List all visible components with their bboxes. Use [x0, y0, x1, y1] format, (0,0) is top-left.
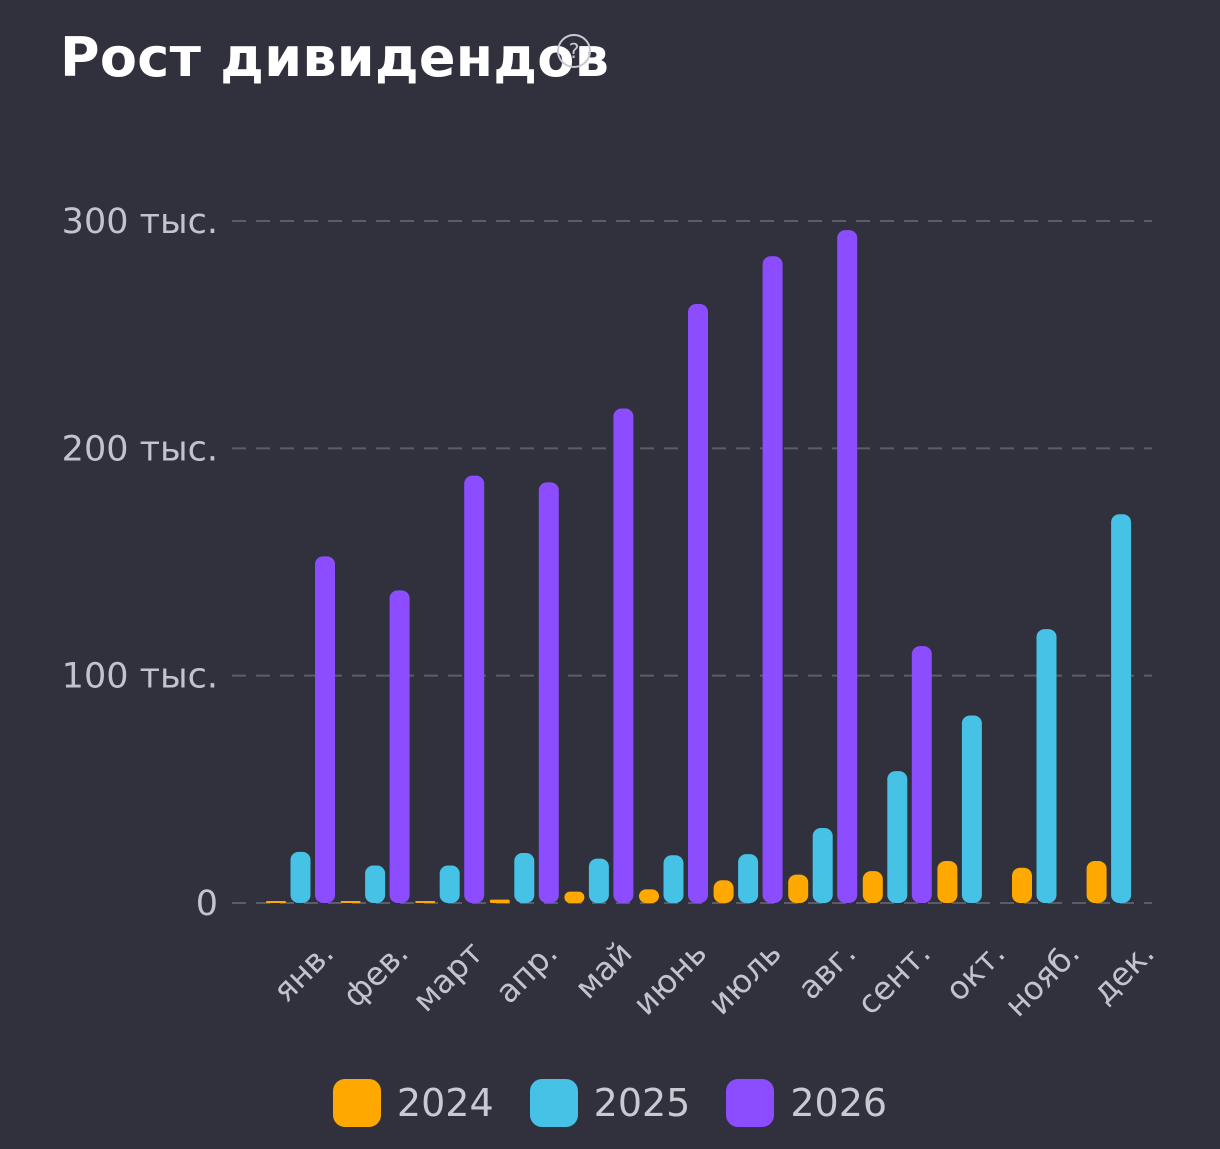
bar-2025-8[interactable] — [887, 771, 908, 903]
bar-2025-3[interactable] — [514, 852, 535, 903]
legend-swatch — [332, 1079, 381, 1127]
bar-2026-6[interactable] — [762, 256, 783, 903]
bar-2026-8[interactable] — [911, 646, 932, 903]
bar-2026-5[interactable] — [688, 303, 708, 903]
bar-2025-11[interactable] — [1111, 514, 1132, 903]
bar-2026-7[interactable] — [837, 230, 858, 904]
bar-2025-7[interactable] — [812, 827, 833, 903]
bar-2024-0[interactable] — [266, 901, 286, 903]
y-axis-ticks: 0 100 тыс. 200 тыс. 300 тыс. — [62, 202, 218, 924]
bar-2024-11[interactable] — [1086, 860, 1107, 903]
legend-label: 2026 — [790, 1081, 888, 1125]
legend-swatch — [726, 1079, 775, 1127]
bar-2025-6[interactable] — [738, 854, 759, 903]
legend-item-2026[interactable]: 2026 — [726, 1079, 887, 1127]
bar-2024-6[interactable] — [713, 880, 734, 903]
x-tick-label: янв. — [265, 934, 341, 1010]
dividend-bar-chart: 0 100 тыс. 200 тыс. 300 тыс. янв.фев.мартап… — [62, 202, 1162, 1024]
bar-2024-5[interactable] — [639, 889, 659, 903]
bar-2024-1[interactable] — [340, 901, 361, 903]
bar-2026-0[interactable] — [315, 556, 335, 903]
y-tick-label: 100 тыс. — [62, 657, 218, 697]
bar-2026-4[interactable] — [613, 408, 634, 903]
bar-2024-9[interactable] — [937, 860, 958, 903]
bars — [266, 230, 1132, 904]
y-tick-label: 300 тыс. — [62, 202, 218, 242]
legend-item-2025[interactable]: 2025 — [529, 1079, 691, 1127]
bar-2026-1[interactable] — [389, 590, 410, 903]
y-tick-label: 0 — [196, 884, 218, 924]
bar-2024-4[interactable] — [564, 891, 585, 903]
bar-2024-10[interactable] — [1012, 867, 1032, 903]
bar-2026-2[interactable] — [464, 475, 485, 903]
x-tick-label: апр. — [488, 934, 565, 1011]
x-tick-label: дек. — [1084, 934, 1161, 1011]
x-tick-label: сент. — [850, 934, 938, 1022]
bar-2026-3[interactable] — [538, 482, 559, 903]
bar-2024-3[interactable] — [489, 899, 510, 903]
bar-2025-9[interactable] — [961, 715, 982, 903]
bar-2024-7[interactable] — [788, 874, 809, 903]
bar-2025-1[interactable] — [365, 865, 386, 903]
bar-2025-2[interactable] — [439, 865, 460, 903]
bar-2025-0[interactable] — [290, 851, 311, 903]
x-tick-label: фев. — [335, 934, 416, 1015]
legend-label: 2024 — [396, 1081, 494, 1125]
chart-legend: 2024 2025 2026 — [0, 1079, 1220, 1127]
question-circle-icon[interactable]: ? — [557, 34, 591, 68]
legend-label: 2025 — [593, 1081, 691, 1125]
legend-item-2024[interactable]: 2024 — [332, 1079, 494, 1127]
bar-2025-4[interactable] — [588, 858, 609, 903]
x-tick-label: июль — [700, 934, 788, 1022]
x-tick-label: нояб. — [997, 934, 1087, 1024]
page-title: Рост дивидендов — [60, 26, 610, 89]
bar-2025-5[interactable] — [663, 855, 684, 903]
bar-2024-2[interactable] — [415, 901, 436, 903]
y-tick-label: 200 тыс. — [62, 429, 218, 469]
bar-2024-8[interactable] — [862, 871, 883, 903]
bar-2025-10[interactable] — [1036, 629, 1057, 903]
x-tick-label: июнь — [625, 934, 714, 1023]
legend-swatch — [529, 1079, 578, 1127]
x-tick-label: март — [405, 934, 490, 1019]
